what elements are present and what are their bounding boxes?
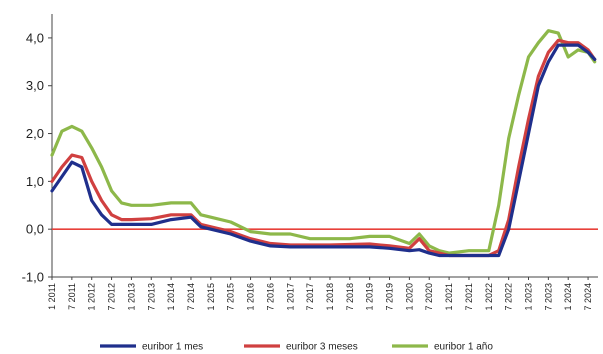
x-tick-label: 1 2016 (246, 283, 256, 311)
legend: euribor 1 mes euribor 3 meses euribor 1 añ… (100, 342, 493, 353)
x-tick-label: 1 2014 (166, 283, 176, 311)
x-tick-label: 1 2013 (126, 283, 136, 311)
y-tick-label: 4,0 (26, 30, 44, 45)
x-tick-label: 7 2013 (146, 283, 156, 311)
axes (48, 14, 598, 280)
x-tick-label: 1 2012 (87, 283, 97, 311)
x-tick-label: 7 2024 (583, 283, 593, 311)
series-line-1 (50, 43, 597, 258)
x-tick-label: 7 2019 (385, 283, 395, 311)
x-tick-label: 7 2020 (424, 283, 434, 311)
x-tick-label: 1 2021 (444, 283, 454, 311)
x-tick-label: 7 2015 (226, 283, 236, 311)
y-tick-label: 3,0 (26, 78, 44, 93)
series-lines (50, 29, 597, 258)
x-tick-label: 7 2011 (67, 283, 77, 310)
x-tick-label: 1 2018 (325, 283, 335, 311)
x-tick-label: 7 2012 (107, 283, 117, 311)
x-tick-label: 7 2014 (186, 283, 196, 311)
series-line-3 (50, 29, 597, 255)
y-tick-label: 2,0 (26, 126, 44, 141)
x-tick-label: 1 2017 (285, 283, 295, 311)
legend-label: euribor 3 meses (286, 342, 358, 353)
x-tick-label: 7 2022 (504, 283, 514, 311)
x-axis-tick-labels: 1 2011 7 2011 1 2012 7 2012 1 2013 7 2013 1 20… (47, 283, 593, 311)
legend-label: euribor 1 mes (142, 342, 203, 353)
series-line-2 (50, 38, 597, 258)
x-tick-label: 1 2023 (524, 283, 534, 311)
x-tick-label: 1 2022 (484, 283, 494, 311)
x-tick-label: 7 2023 (543, 283, 553, 311)
x-tick-label: 1 2011 (47, 283, 57, 310)
legend-label: euribor 1 año (434, 342, 493, 353)
y-tick-label: 0,0 (26, 222, 44, 237)
x-tick-label: 7 2018 (345, 283, 355, 311)
x-tick-label: 7 2016 (265, 283, 275, 311)
x-tick-label: 7 2021 (464, 283, 474, 311)
x-tick-label: 1 2019 (365, 283, 375, 311)
y-tick-label: -1,0 (22, 270, 44, 285)
x-tick-label: 7 2017 (305, 283, 315, 311)
x-tick-label: 1 2024 (563, 283, 573, 311)
x-tick-label: 1 2020 (404, 283, 414, 311)
y-axis-tick-labels: -1,0 0,0 1,0 2,0 3,0 4,0 (22, 30, 44, 284)
x-tick-label: 1 2015 (206, 283, 216, 311)
y-tick-label: 1,0 (26, 174, 44, 189)
